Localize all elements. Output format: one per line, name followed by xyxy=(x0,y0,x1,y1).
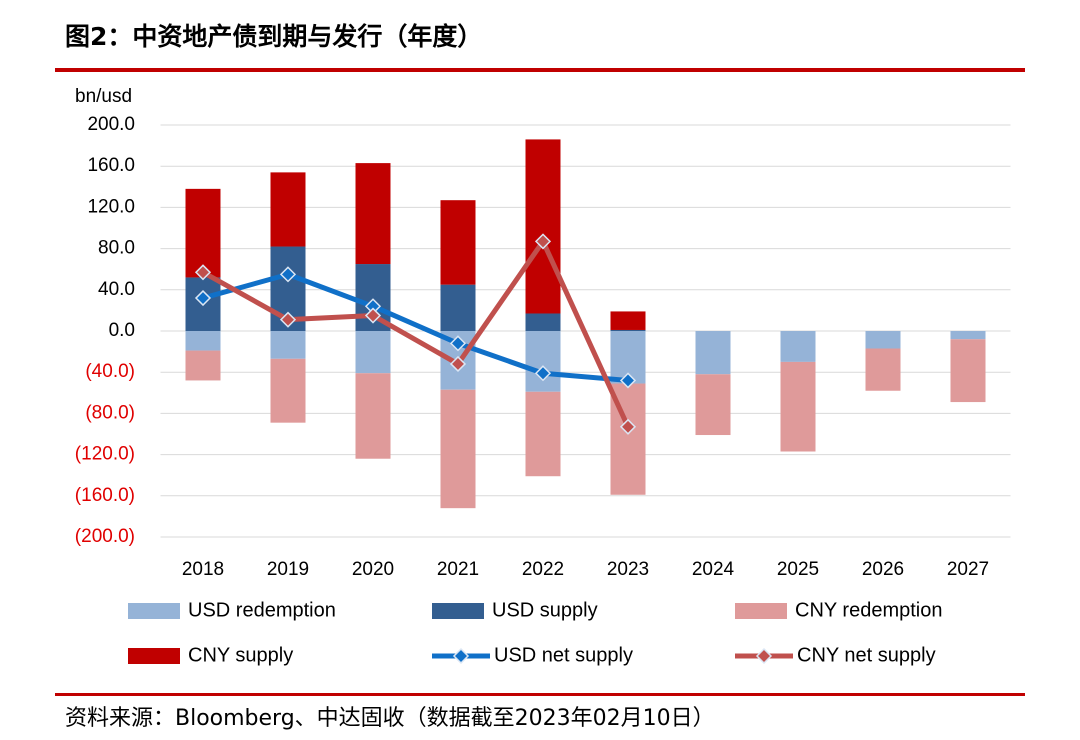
y-tick-label: (40.0) xyxy=(85,361,135,382)
y-tick-label: (200.0) xyxy=(75,526,135,547)
bar xyxy=(525,331,561,392)
legend-label: USD supply xyxy=(492,599,598,621)
line-marker xyxy=(619,418,637,435)
x-tick-label: 2019 xyxy=(267,559,309,580)
line-marker xyxy=(449,355,467,373)
chart-title: 图2：中资地产债到期与发行（年度） xyxy=(65,22,482,51)
legend-swatch xyxy=(128,603,180,619)
bar xyxy=(780,331,816,362)
bar xyxy=(440,284,476,331)
bar xyxy=(780,361,816,452)
line xyxy=(201,238,631,428)
line-marker xyxy=(194,264,212,281)
bar xyxy=(525,139,561,314)
y-tick-label: 0.0 xyxy=(109,320,135,341)
legend-label: CNY supply xyxy=(188,644,293,666)
bar xyxy=(525,313,561,331)
y-tick-label: (80.0) xyxy=(85,402,135,423)
y-tick-label: (160.0) xyxy=(75,485,135,506)
x-tick-label: 2021 xyxy=(437,559,479,580)
x-tick-label: 2022 xyxy=(522,559,564,580)
line-marker xyxy=(364,307,382,324)
title-rule xyxy=(55,68,1025,72)
y-axis-label: bn/usd xyxy=(75,86,132,107)
bar xyxy=(185,331,221,351)
legend-label: CNY net supply xyxy=(797,644,936,666)
line-marker xyxy=(279,311,297,328)
bar xyxy=(610,311,646,330)
bar xyxy=(440,389,476,509)
y-tick-label: (120.0) xyxy=(75,444,135,465)
bar xyxy=(185,350,221,381)
line-marker xyxy=(534,233,552,250)
bar xyxy=(865,348,901,391)
legend-label: CNY redemption xyxy=(795,599,942,621)
legend-marker xyxy=(452,647,470,665)
legend-swatch xyxy=(128,648,180,664)
bar xyxy=(695,331,731,375)
bar xyxy=(950,331,986,340)
legend-label: USD net supply xyxy=(494,644,633,666)
bar xyxy=(185,188,221,278)
bar xyxy=(355,163,391,265)
y-tick-label: 40.0 xyxy=(98,279,135,300)
legend-swatch xyxy=(735,603,787,619)
bar xyxy=(355,373,391,459)
bar xyxy=(355,331,391,374)
source-rule xyxy=(55,693,1025,696)
bar xyxy=(270,172,306,247)
x-tick-label: 2027 xyxy=(947,559,989,580)
bar xyxy=(695,374,731,436)
x-tick-label: 2023 xyxy=(607,559,649,580)
legend-swatch xyxy=(432,603,484,619)
line-marker xyxy=(279,266,297,283)
line-marker xyxy=(619,372,637,389)
y-tick-label: 120.0 xyxy=(87,196,135,217)
legend-marker xyxy=(755,647,773,665)
source: 资料来源：Bloomberg、中达固收（数据截至2023年02月10日） xyxy=(65,706,715,731)
bar xyxy=(440,200,476,285)
line-marker xyxy=(534,365,552,382)
x-tick-label: 2026 xyxy=(862,559,904,580)
x-tick-label: 2025 xyxy=(777,559,819,580)
bar xyxy=(270,331,306,359)
bar xyxy=(950,339,986,403)
x-tick-label: 2020 xyxy=(352,559,394,580)
bar xyxy=(525,391,561,477)
y-tick-label: 200.0 xyxy=(87,114,135,135)
line-marker xyxy=(194,289,212,307)
line-marker xyxy=(449,335,467,352)
bar xyxy=(865,331,901,349)
line xyxy=(202,271,629,383)
bar xyxy=(270,358,306,423)
x-tick-label: 2024 xyxy=(692,559,735,580)
x-tick-label: 2018 xyxy=(182,559,224,580)
bar xyxy=(610,329,646,331)
y-tick-label: 80.0 xyxy=(98,238,135,259)
y-tick-label: 160.0 xyxy=(87,155,135,176)
legend-label: USD redemption xyxy=(188,599,336,621)
